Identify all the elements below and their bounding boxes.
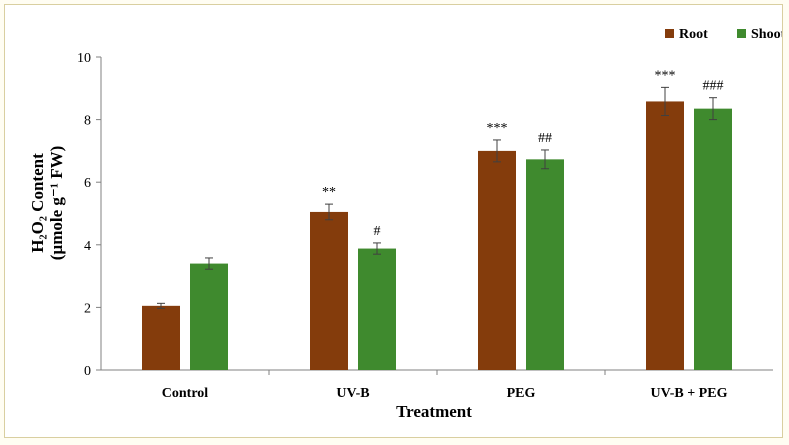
x-category-label: UV-B + PEG [651,386,728,401]
legend-label-shoot: Shoot [751,27,782,42]
y-axis-title-line1: H₂O₂ Content [28,153,47,253]
y-tick-label: 4 [84,239,91,254]
bar-shoot [694,108,732,371]
y-tick-label: 2 [84,301,91,316]
bar-root [646,101,684,371]
y-axis-title-line2: (µmole g⁻¹ FW) [47,146,66,261]
legend-swatch-root [665,29,674,38]
significance-label: # [374,224,381,239]
bar-root [478,150,516,370]
y-tick-label: 8 [84,114,91,129]
bar-shoot [190,263,228,370]
x-category-label: Control [162,386,209,401]
bar-root [142,305,180,370]
legend-swatch-shoot [737,29,746,38]
significance-label: ## [538,131,552,146]
y-tick-label: 6 [84,176,91,191]
bar-shoot [526,159,564,370]
bars: ** # *** ## *** ### [142,68,732,371]
y-tick-label: 0 [84,364,91,379]
bar-chart: 0 2 4 6 8 10 Control UV-B PEG UV-B + PEG ** # *** ##… [28,27,782,421]
y-tick-label: 10 [77,51,91,66]
bar-root [310,211,348,370]
legend-label-root: Root [679,27,708,42]
bar-shoot [358,248,396,370]
x-category-label: UV-B [336,386,369,401]
chart-frame: 0 2 4 6 8 10 Control UV-B PEG UV-B + PEG ** # *** ##… [4,4,783,438]
significance-label: ** [322,185,336,200]
legend: Root Shoot [665,27,782,42]
x-category-label: PEG [507,386,536,401]
significance-label: *** [655,68,676,83]
significance-label: *** [487,121,508,136]
significance-label: ### [703,79,724,94]
x-axis-title: Treatment [396,402,472,421]
